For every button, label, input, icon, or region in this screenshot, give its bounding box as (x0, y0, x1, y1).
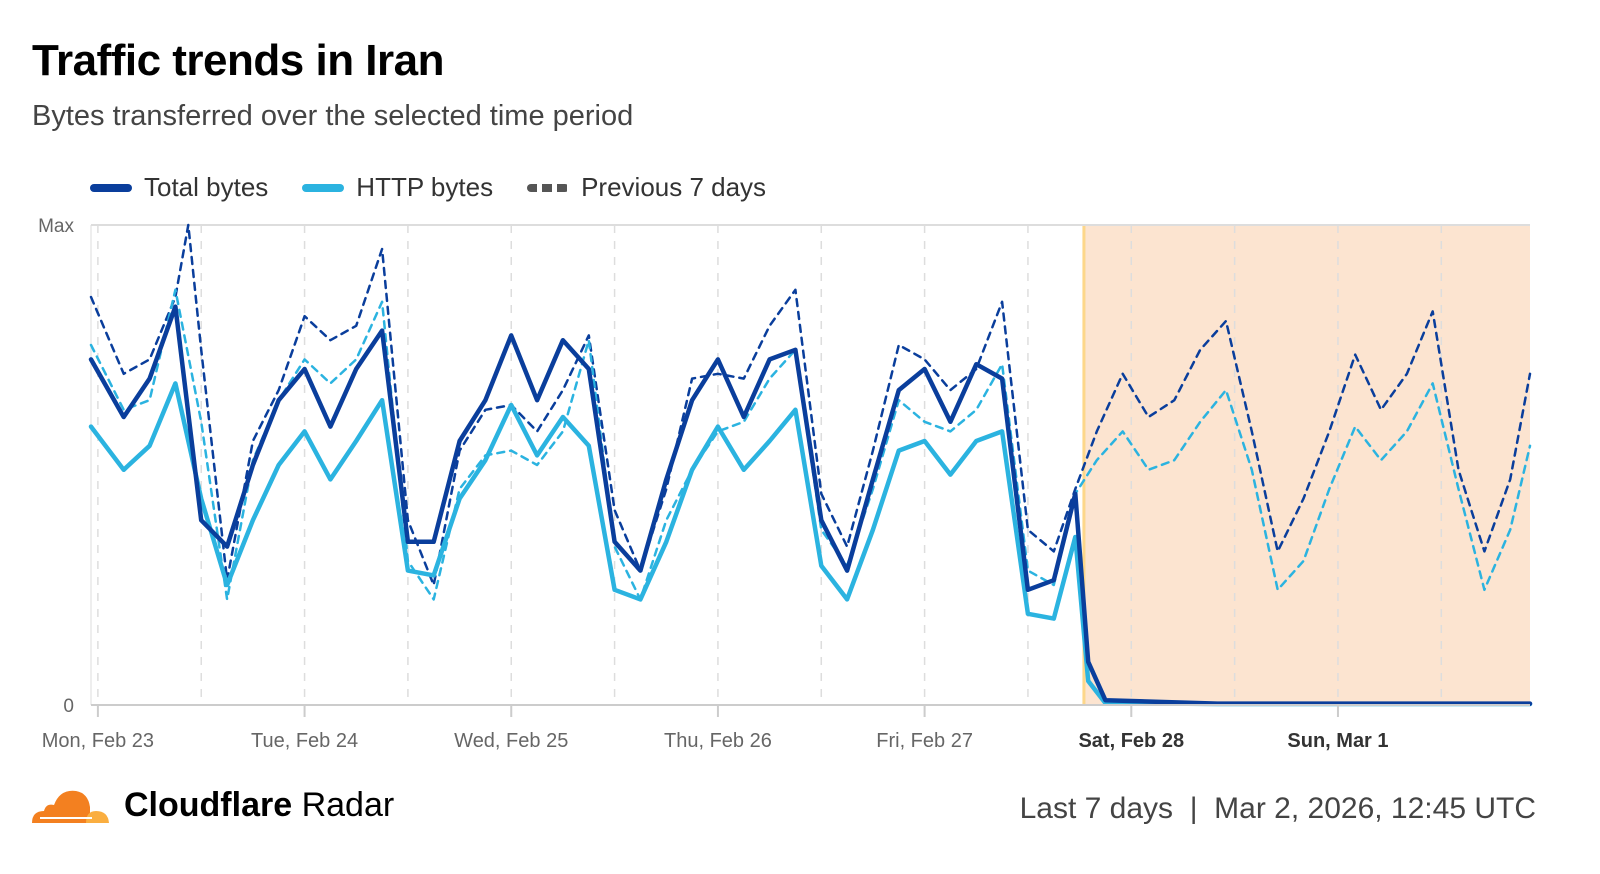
x-tick-label: Sat, Feb 28 (1078, 730, 1184, 752)
legend-label: Total bytes (144, 172, 269, 202)
chart-title: Traffic trends in Iran (32, 36, 444, 85)
series-line-http-bytes (88, 381, 1533, 707)
separator: | (1189, 792, 1198, 825)
legend-label: HTTP bytes (356, 172, 494, 202)
series-line-previous-7-days-http- (89, 288, 1532, 601)
legend-item[interactable]: HTTP bytes (302, 172, 493, 203)
timestamp: Mar 2, 2026, 12:45 UTC (1214, 792, 1536, 825)
x-tick-label: Sun, Mar 1 (1287, 730, 1388, 752)
x-tick-label: Mon, Feb 23 (42, 730, 154, 752)
range-label: Last 7 days (1019, 792, 1174, 825)
x-tick-label: Fri, Feb 27 (876, 730, 973, 752)
highlight-region (1083, 225, 1530, 705)
cloudflare-radar-logo: Cloudflare Radar (30, 785, 394, 825)
legend-swatch-icon (90, 183, 132, 192)
series-line-total-bytes (88, 304, 1533, 706)
legend-swatch-icon (527, 183, 570, 192)
legend-swatch-icon (302, 183, 345, 192)
brand-product: Radar (301, 785, 395, 824)
x-tick-label: Wed, Feb 25 (454, 730, 568, 752)
legend-item[interactable]: Total bytes (90, 172, 268, 203)
cloudflare-cloud-icon (32, 790, 109, 823)
x-tick-label: Thu, Feb 26 (664, 730, 772, 752)
chart-subtitle: Bytes transferred over the selected time… (32, 100, 634, 132)
y-tick-label: Max (38, 216, 74, 237)
brand-name: Cloudflare (124, 785, 293, 824)
time-range-info: Last 7 days | Mar 2, 2026, 12:45 UTC (1020, 792, 1536, 826)
legend-label: Previous 7 days (581, 172, 767, 202)
legend: Total bytes HTTP bytes Previous 7 days (90, 172, 766, 203)
y-tick-label: 0 (63, 696, 74, 717)
legend-item[interactable]: Previous 7 days (527, 172, 766, 203)
x-tick-label: Tue, Feb 24 (251, 730, 358, 752)
series-line-previous-7-days (89, 223, 1532, 587)
